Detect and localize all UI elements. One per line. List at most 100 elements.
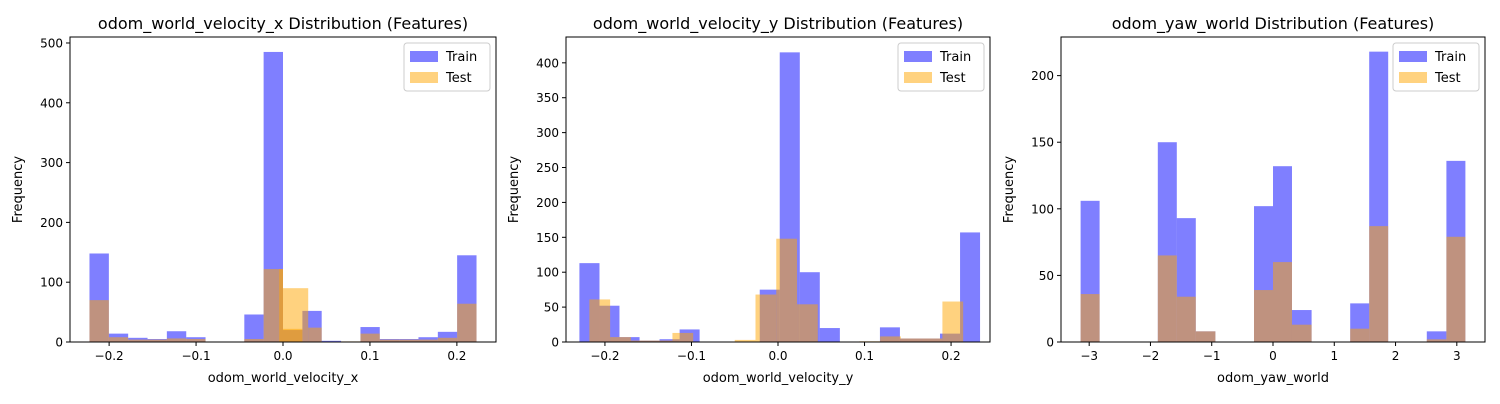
y-axis-label: Frequency <box>11 156 26 223</box>
y-tick-label: 500 <box>40 36 63 50</box>
y-tick-label: 150 <box>1031 136 1054 150</box>
test-bar <box>797 304 818 342</box>
y-tick-label: 100 <box>1031 202 1054 216</box>
test-bar <box>108 337 129 342</box>
legend-label: Test <box>939 71 966 86</box>
x-tick-label: −0.1 <box>677 349 706 363</box>
axes-frame <box>1060 36 1486 343</box>
test-bar <box>186 339 206 342</box>
test-bar <box>308 327 322 342</box>
y-tick-label: 50 <box>1039 269 1054 283</box>
chart-title: odom_world_velocity_x Distribution (Feat… <box>98 14 468 34</box>
ticks-group: −3 −2 −1 0 1 2 3 0 50 100 150 200 <box>1031 69 1461 363</box>
x-axis-label: odom_world_velocity_y <box>703 371 854 386</box>
ticks-group: −0.2 −0.1 0.0 0.1 0.2 0 100 200 300 400 500 <box>40 36 466 363</box>
test-bar <box>776 238 798 342</box>
x-tick-label: 0.1 <box>855 349 874 363</box>
x-tick-label: 1 <box>1330 349 1338 363</box>
x-tick-label: −1 <box>1203 349 1221 363</box>
test-bar <box>1080 294 1100 342</box>
test-bar <box>244 339 264 342</box>
legend-label: Test <box>445 71 472 86</box>
test-legend-swatch <box>410 72 438 83</box>
test-bar <box>734 339 756 342</box>
test-bar <box>942 301 964 342</box>
train-bar <box>1426 331 1447 342</box>
y-axis-label: Frequency <box>1002 156 1017 223</box>
y-tick-label: 400 <box>536 56 559 70</box>
x-tick-label: −0.2 <box>590 349 619 363</box>
test-bar <box>457 303 477 342</box>
test-bar <box>1254 290 1273 342</box>
y-tick-label: 300 <box>536 126 559 140</box>
x-tick-label: 0.2 <box>447 349 466 363</box>
test-bar <box>399 339 419 342</box>
test-bar <box>418 339 438 342</box>
legend-label: Train <box>939 50 971 65</box>
legend-label: Train <box>445 50 477 65</box>
x-axis-label: odom_yaw_world <box>1217 371 1329 386</box>
y-tick-label: 100 <box>536 266 559 280</box>
x-tick-label: −3 <box>1080 349 1098 363</box>
y-axis-label: Frequency <box>507 156 522 223</box>
train-legend-swatch <box>904 51 932 62</box>
test-bar <box>128 339 148 342</box>
test-bar <box>1291 324 1312 342</box>
legend: Train Test <box>403 42 491 92</box>
test-bar <box>89 300 109 342</box>
x-tick-label: 0.1 <box>360 349 379 363</box>
test-legend-swatch <box>1399 72 1427 83</box>
train-bar <box>321 340 342 342</box>
y-tick-label: 400 <box>40 96 63 110</box>
test-legend-swatch <box>904 72 932 83</box>
chart-title: odom_world_velocity_y Distribution (Feat… <box>593 14 963 34</box>
test-bar <box>1350 328 1370 342</box>
axes-frame <box>69 36 497 343</box>
test-bar <box>360 333 380 342</box>
y-tick-label: 300 <box>40 156 63 170</box>
test-bar <box>900 338 922 342</box>
x-tick-label: −0.2 <box>95 349 124 363</box>
panel-yaw-world: odom_yaw_world Distribution (Features) o… <box>1002 14 1486 386</box>
test-bar <box>166 338 187 342</box>
y-tick-label: 0 <box>551 336 559 350</box>
panel-velocity-y: odom_world_velocity_y Distribution (Feat… <box>507 14 991 386</box>
x-tick-label: 0.0 <box>768 349 787 363</box>
test-bar <box>921 338 943 342</box>
test-bar <box>1446 236 1466 342</box>
train-bar <box>437 331 458 342</box>
test-bar <box>279 269 283 342</box>
bars-group <box>89 51 477 342</box>
test-bar <box>1273 262 1292 342</box>
y-tick-label: 200 <box>40 216 63 230</box>
test-bar <box>147 339 167 342</box>
x-tick-label: 2 <box>1392 349 1400 363</box>
y-tick-label: 0 <box>55 336 63 350</box>
test-bar <box>1369 226 1389 342</box>
train-bar <box>960 232 981 342</box>
x-tick-label: −0.1 <box>181 349 210 363</box>
y-tick-label: 0 <box>1046 336 1054 350</box>
legend: Train Test <box>897 42 985 92</box>
train-legend-swatch <box>1399 51 1427 62</box>
y-tick-label: 200 <box>1031 69 1054 83</box>
bars-group <box>579 52 981 342</box>
legend-label: Test <box>1434 71 1461 86</box>
chart-title: odom_yaw_world Distribution (Features) <box>1112 14 1435 34</box>
x-axis-label: odom_world_velocity_x <box>208 371 359 386</box>
x-tick-label: 3 <box>1453 349 1461 363</box>
test-bar <box>651 340 673 342</box>
axes-frame <box>565 36 991 343</box>
test-bar <box>672 332 694 342</box>
y-tick-label: 250 <box>536 161 559 175</box>
x-tick-label: 0.0 <box>273 349 292 363</box>
legend-label: Train <box>1434 50 1466 65</box>
bars-group <box>1080 51 1466 342</box>
x-tick-label: −2 <box>1142 349 1160 363</box>
test-bar <box>1157 255 1177 342</box>
test-bar <box>379 339 400 342</box>
ticks-group: −0.2 −0.1 0.0 0.1 0.2 0 50 100 150 200 250 300 350 40… <box>536 56 961 363</box>
y-tick-label: 350 <box>536 91 559 105</box>
